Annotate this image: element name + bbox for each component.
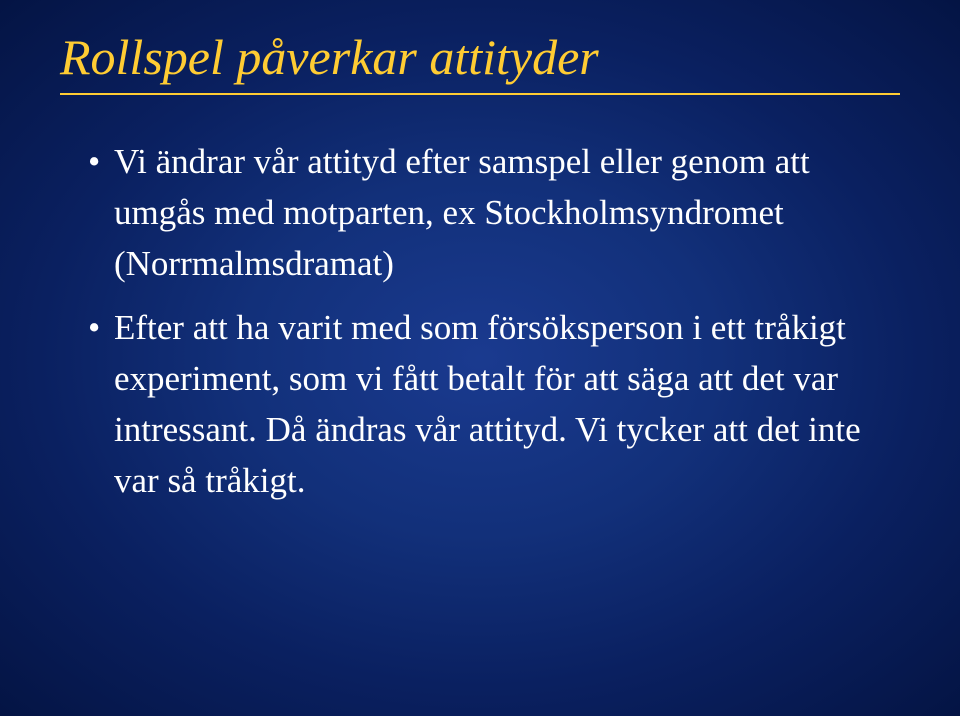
- slide-title: Rollspel påverkar attityder: [60, 30, 900, 85]
- slide: Rollspel påverkar attityder Vi ändrar vå…: [0, 0, 960, 716]
- bullet-list: Vi ändrar vår attityd efter samspel elle…: [88, 137, 900, 506]
- title-rule: [60, 93, 900, 95]
- bullet-item: Vi ändrar vår attityd efter samspel elle…: [88, 137, 900, 289]
- bullet-item: Efter att ha varit med som försöksperson…: [88, 303, 900, 506]
